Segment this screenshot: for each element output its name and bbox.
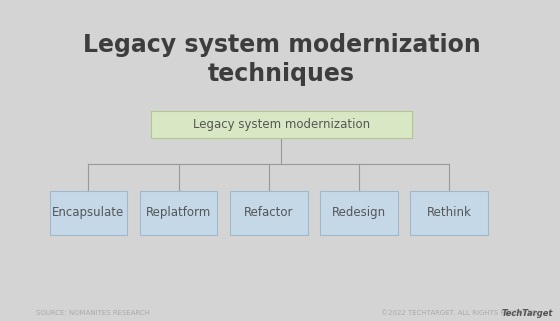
Text: Legacy system modernization: Legacy system modernization	[82, 33, 480, 57]
FancyBboxPatch shape	[140, 191, 217, 235]
Text: Redesign: Redesign	[332, 206, 386, 219]
Text: TechTarget: TechTarget	[501, 309, 553, 318]
FancyBboxPatch shape	[50, 191, 127, 235]
Text: Encapsulate: Encapsulate	[52, 206, 124, 219]
Text: Rethink: Rethink	[427, 206, 472, 219]
FancyBboxPatch shape	[320, 191, 398, 235]
FancyBboxPatch shape	[410, 191, 488, 235]
Text: Replatform: Replatform	[146, 206, 211, 219]
Text: Refactor: Refactor	[244, 206, 293, 219]
Text: Legacy system modernization: Legacy system modernization	[193, 118, 370, 131]
Text: ©2022 TECHTARGET. ALL RIGHTS RESERVED.: ©2022 TECHTARGET. ALL RIGHTS RESERVED.	[381, 310, 539, 316]
FancyBboxPatch shape	[230, 191, 307, 235]
FancyBboxPatch shape	[151, 111, 412, 138]
Text: SOURCE: NOMANITES RESEARCH: SOURCE: NOMANITES RESEARCH	[36, 310, 150, 316]
Text: techniques: techniques	[208, 62, 355, 86]
